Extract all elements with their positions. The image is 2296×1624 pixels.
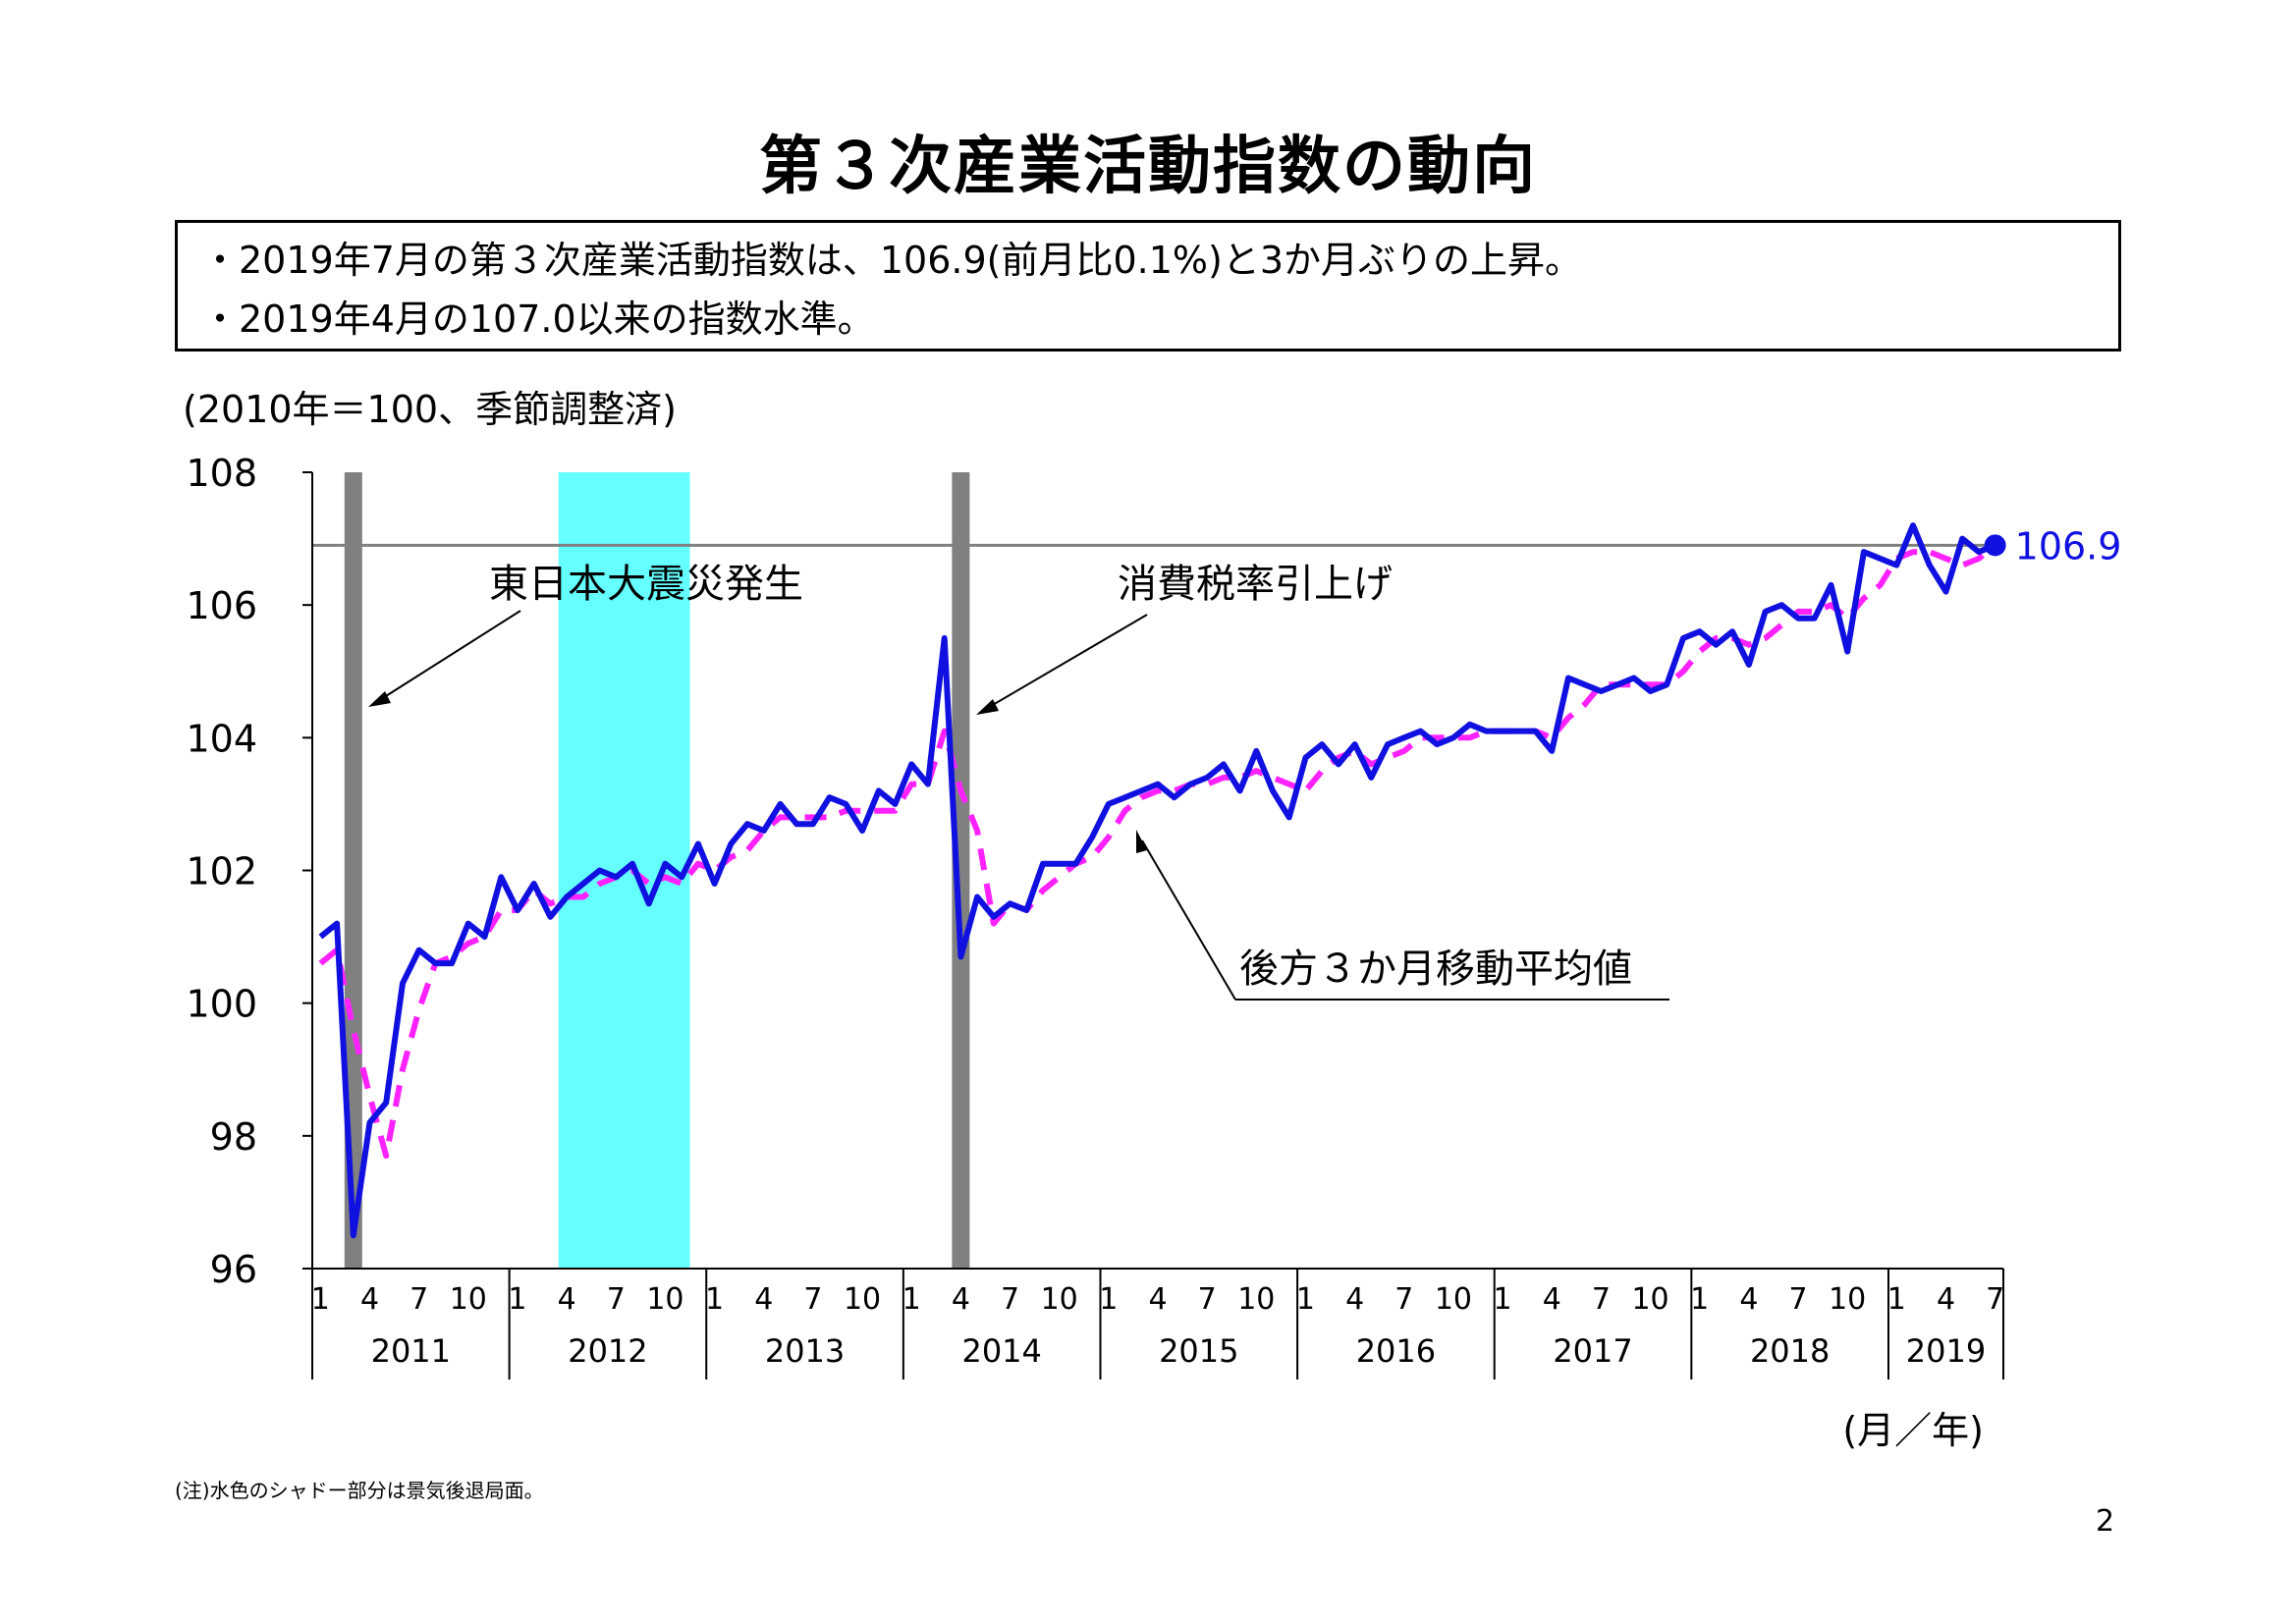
moving-average-line — [318, 542, 1997, 1160]
y-tick-label: 102 — [186, 850, 257, 893]
month-tick-label: 4 — [1148, 1282, 1167, 1317]
month-tick-label: 7 — [1986, 1282, 2004, 1317]
month-tick-label: 4 — [952, 1282, 970, 1317]
year-label: 2017 — [1553, 1332, 1632, 1370]
year-label: 2012 — [568, 1332, 647, 1370]
summary-line: ・2019年4月の107.0以来の指数水準。 — [201, 298, 875, 341]
y-tick-label: 96 — [210, 1248, 257, 1291]
y-tick-label: 100 — [186, 983, 257, 1026]
month-tick-label: 4 — [1543, 1282, 1561, 1317]
month-tick-label: 7 — [1592, 1282, 1611, 1317]
annotation-moving-average: 後方３か月移動平均値 — [1239, 947, 1632, 992]
month-tick-label: 1 — [1887, 1282, 1906, 1317]
month-tick-label: 4 — [360, 1282, 379, 1317]
month-tick-label: 10 — [844, 1282, 881, 1317]
month-tick-label: 1 — [1690, 1282, 1709, 1317]
month-tick-label: 10 — [1631, 1282, 1668, 1317]
month-tick-label: 1 — [1494, 1282, 1512, 1317]
summary-box: ・2019年7月の第３次産業活動指数は、106.9(前月比0.1%)と3か月ぶり… — [175, 220, 2121, 352]
annotation-pointer — [1141, 839, 1236, 1001]
month-tick-label: 7 — [803, 1282, 822, 1317]
y-tick-label: 106 — [186, 584, 257, 627]
arrowhead — [1136, 830, 1147, 853]
x-unit-label: (月／年) — [1842, 1409, 1984, 1452]
month-tick-label: 10 — [646, 1282, 683, 1317]
year-label: 2014 — [961, 1332, 1041, 1370]
month-tick-label: 1 — [705, 1282, 724, 1317]
last-point-marker — [1984, 534, 2006, 557]
month-tick-label: 1 — [902, 1282, 921, 1317]
arrowhead — [368, 691, 391, 707]
year-label: 2016 — [1356, 1332, 1436, 1370]
month-tick-label: 7 — [607, 1282, 626, 1317]
year-label: 2013 — [765, 1332, 845, 1370]
index-line — [318, 522, 1996, 1239]
month-tick-label: 4 — [1345, 1282, 1364, 1317]
year-label: 2015 — [1159, 1332, 1238, 1370]
page-title: 第３次産業活動指数の動向 — [759, 131, 1537, 203]
month-tick-label: 10 — [450, 1282, 487, 1317]
month-tick-label: 7 — [1001, 1282, 1019, 1317]
event-bar — [344, 472, 362, 1269]
month-tick-label: 1 — [311, 1282, 330, 1317]
summary-line: ・2019年7月の第３次産業活動指数は、106.9(前月比0.1%)と3か月ぶり… — [201, 239, 1583, 282]
y-tick-label: 98 — [210, 1115, 257, 1159]
year-label: 2018 — [1750, 1332, 1830, 1370]
year-label: 2019 — [1906, 1332, 1986, 1370]
month-tick-label: 4 — [1937, 1282, 1955, 1317]
y-unit-label: (2010年＝100、季節調整済) — [183, 388, 677, 431]
month-tick-label: 4 — [558, 1282, 576, 1317]
month-tick-label: 4 — [1739, 1282, 1758, 1317]
page-number: 2 — [2096, 1504, 2115, 1539]
event-bar — [952, 472, 970, 1269]
annotation-tax-hike: 消費税率引上げ — [1118, 562, 1393, 607]
month-tick-label: 4 — [754, 1282, 773, 1317]
y-tick-label: 104 — [186, 717, 257, 760]
month-tick-label: 10 — [1237, 1282, 1275, 1317]
month-tick-label: 7 — [1394, 1282, 1413, 1317]
annotation-pointer — [985, 614, 1148, 710]
month-tick-label: 10 — [1829, 1282, 1866, 1317]
month-tick-label: 7 — [410, 1282, 428, 1317]
year-label: 2011 — [371, 1332, 451, 1370]
last-value-label: 106.9 — [2015, 524, 2122, 568]
arrowhead — [976, 699, 999, 715]
month-tick-label: 1 — [508, 1282, 526, 1317]
month-tick-label: 7 — [1788, 1282, 1807, 1317]
month-tick-label: 10 — [1435, 1282, 1472, 1317]
annotation-earthquake: 東日本大震災発生 — [489, 562, 803, 607]
month-tick-label: 1 — [1296, 1282, 1315, 1317]
month-tick-label: 1 — [1099, 1282, 1118, 1317]
month-tick-label: 10 — [1041, 1282, 1078, 1317]
annotation-pointer — [377, 610, 521, 702]
y-tick-label: 108 — [186, 452, 257, 495]
month-tick-label: 7 — [1198, 1282, 1217, 1317]
footnote: (注)水色のシャドー部分は景気後退局面。 — [175, 1479, 544, 1502]
